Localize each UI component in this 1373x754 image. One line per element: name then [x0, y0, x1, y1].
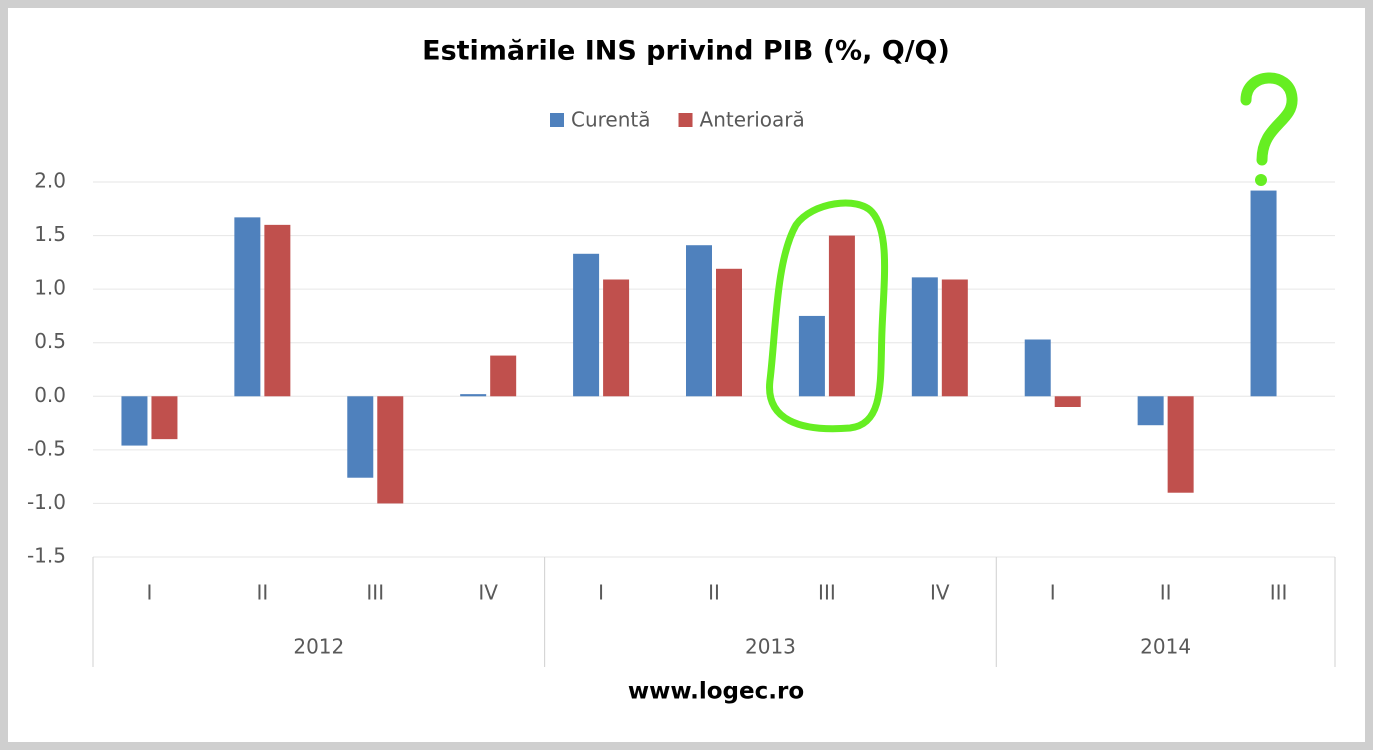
bar — [1137, 396, 1164, 426]
legend-swatch — [678, 113, 693, 127]
bar — [234, 217, 261, 397]
bar — [941, 279, 968, 397]
legend-label: Anterioară — [700, 108, 805, 132]
bar — [1167, 396, 1194, 493]
x-tick-label: I — [598, 581, 604, 605]
group-label: 2013 — [745, 635, 796, 659]
x-tick-label: III — [1270, 581, 1288, 605]
bar — [603, 279, 630, 397]
y-tick-label: -0.5 — [27, 436, 66, 460]
bar — [460, 394, 487, 397]
x-tick-label: III — [818, 581, 836, 605]
x-tick-label: II — [1160, 581, 1172, 605]
bar — [347, 396, 374, 478]
bar — [828, 235, 855, 397]
group-label: 2012 — [293, 635, 344, 659]
bar — [1024, 339, 1051, 397]
bar — [490, 355, 517, 397]
question-dot — [1255, 174, 1267, 186]
x-tick-label: II — [256, 581, 268, 605]
legend-swatch — [550, 113, 564, 127]
x-tick-label: IV — [478, 581, 498, 605]
bar — [264, 224, 291, 397]
bar — [121, 396, 148, 446]
bar — [151, 396, 178, 440]
group-label: 2014 — [1140, 635, 1191, 659]
x-tick-label: IV — [930, 581, 950, 605]
y-tick-label: 0.0 — [34, 383, 66, 407]
highlight-circle — [766, 199, 889, 433]
y-tick-label: 1.5 — [34, 222, 66, 246]
bar — [716, 268, 742, 397]
x-tick-label: I — [1050, 581, 1056, 605]
legend-label: Curentă — [571, 108, 651, 132]
question-mark — [1240, 72, 1298, 166]
x-tick-label: I — [147, 581, 153, 605]
y-tick-label: -1.0 — [27, 490, 66, 514]
bar — [798, 315, 825, 397]
bar — [686, 245, 712, 397]
x-tick-label: II — [708, 581, 720, 605]
y-tick-label: 1.0 — [34, 276, 66, 300]
bar — [573, 253, 600, 397]
x-tick-label: III — [366, 581, 384, 605]
y-tick-label: 0.5 — [34, 329, 66, 353]
bar — [911, 277, 938, 397]
bar — [1250, 190, 1277, 397]
y-tick-label: -1.5 — [27, 544, 66, 568]
footer: www.logec.ro — [628, 679, 804, 705]
chart-title: Estimările INS privind PIB (%, Q/Q) — [422, 36, 950, 67]
bar — [377, 396, 404, 504]
y-tick-label: 2.0 — [34, 169, 66, 193]
bar — [1054, 396, 1081, 407]
